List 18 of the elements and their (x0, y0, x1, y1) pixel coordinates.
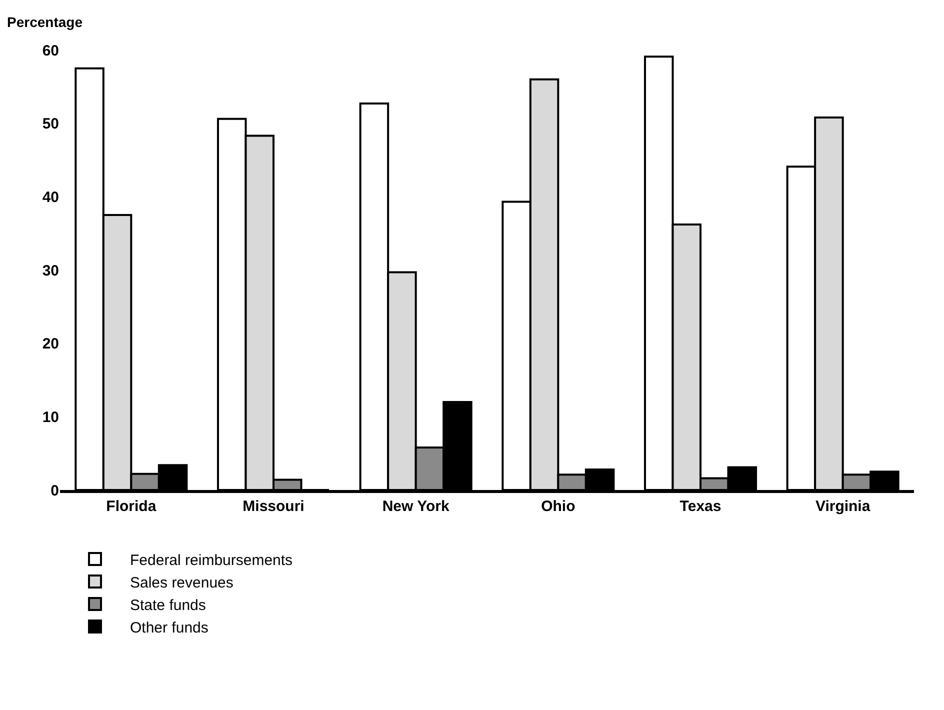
x-tick-label: Florida (106, 498, 157, 515)
x-tick-label: Ohio (541, 498, 576, 515)
y-tick-label: 60 (42, 42, 59, 60)
y-tick-label: 30 (42, 262, 59, 280)
x-tick-label: Missouri (242, 498, 304, 515)
legend-label: Sales revenues (130, 574, 234, 592)
x-tick-label: Texas (680, 498, 722, 515)
y-tick-label: 50 (42, 116, 59, 133)
legend-label: Federal reimbursements (130, 552, 293, 569)
x-tick-label: Virginia (815, 498, 871, 515)
y-tick-label: 10 (42, 408, 59, 426)
y-axis-title: Percentage (7, 14, 83, 30)
y-tick-label: 0 (50, 482, 59, 500)
x-tick-label: New York (382, 498, 450, 515)
y-tick-label: 20 (42, 336, 59, 353)
legend-label: Other funds (130, 619, 208, 636)
y-tick-label: 40 (42, 188, 59, 206)
legend-label: State funds (130, 596, 206, 614)
